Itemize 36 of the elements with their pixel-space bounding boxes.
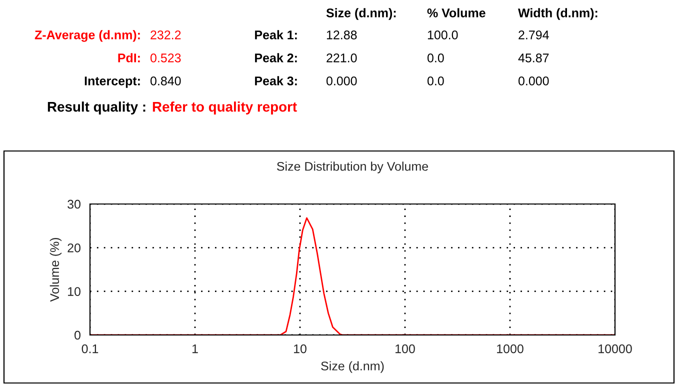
chart-title: Size Distribution by Volume: [276, 162, 428, 174]
x-tick-label: 10000: [598, 344, 632, 354]
text: % Volume: [427, 8, 486, 18]
text: 0.000: [326, 76, 357, 86]
text: 0.523: [150, 54, 181, 62]
text: 0.840: [150, 76, 181, 86]
text: 2.794: [518, 30, 549, 40]
text: 12.88: [326, 30, 357, 40]
text: 232.2: [150, 30, 181, 40]
text: Peak 2:: [255, 53, 297, 62]
y-tick-label: 30: [68, 200, 80, 209]
y-axis-title: Volume (%): [50, 238, 62, 302]
text: Intercept:: [84, 76, 140, 88]
text: 0.0: [427, 76, 444, 86]
x-tick-label: 10: [294, 344, 306, 354]
text: 100.0: [428, 30, 458, 40]
x-tick-label: 0.1: [82, 344, 98, 354]
x-tick-label: 1: [192, 344, 198, 354]
text: 0.000: [518, 76, 549, 86]
text: Result quality :: [48, 102, 146, 114]
text: Refer to quality report: [152, 102, 297, 114]
x-axis-title: Size (d.nm): [321, 361, 384, 373]
y-tick-label: 20: [68, 243, 80, 252]
text: Size (d.nm):: [326, 8, 396, 20]
x-tick-label: 100: [396, 344, 415, 354]
text: 45.87: [518, 54, 549, 62]
text: Width (d.nm):: [518, 8, 598, 20]
y-tick-label: 10: [68, 287, 80, 296]
text: 0.0: [427, 54, 444, 62]
text: 221.0: [326, 54, 357, 62]
text: Peak 3:: [255, 76, 297, 86]
text: Peak 1:: [255, 30, 297, 40]
y-tick-label: 0: [74, 330, 80, 340]
text: Z-Average (d.nm):: [34, 30, 140, 42]
x-tick-label: 1000: [497, 344, 524, 354]
text: PdI:: [118, 53, 140, 62]
